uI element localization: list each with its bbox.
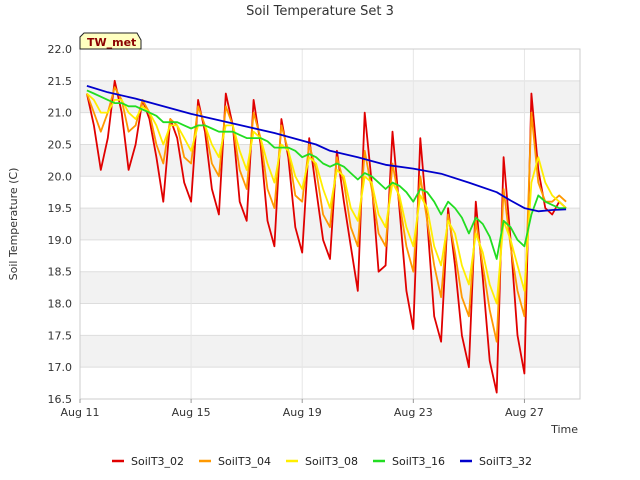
y-tick-label: 17.5 [48, 329, 73, 342]
y-axis-ticks: 16.5 17.0 17.5 18.0 18.5 19.0 19.5 20.0 20.5 21.0… [48, 43, 73, 406]
legend-label-soilt3_08: SoilT3_08 [305, 455, 358, 468]
x-axis-label: Time [550, 423, 578, 436]
y-tick-label: 19.5 [48, 202, 73, 215]
series-line-soilt3_32 [86, 85, 567, 213]
series-lines [86, 79, 567, 394]
y-axis-label: Soil Temperature (C) [7, 168, 20, 281]
y-tick-label: 18.5 [48, 266, 73, 279]
legend-label-soilt3_16: SoilT3_16 [392, 455, 445, 468]
y-tick-label: 19.0 [48, 234, 73, 247]
x-tick-label: Aug 15 [172, 406, 211, 419]
x-tick-label: Aug 11 [61, 406, 100, 419]
plot-band [80, 80, 580, 113]
series-line-soilt3_16 [86, 89, 567, 260]
plot-band [80, 271, 580, 304]
site-badge-label: TW_met [87, 36, 136, 49]
legend-label-soilt3_02: SoilT3_02 [131, 455, 184, 468]
x-tick-label: Aug 23 [394, 406, 433, 419]
plot-bands [80, 80, 580, 368]
y-tick-label: 21.5 [48, 75, 73, 88]
y-tick-label: 20.0 [48, 170, 73, 183]
series-line-soilt3_04 [86, 86, 567, 343]
y-tick-label: 18.0 [48, 298, 73, 311]
legend: SoilT3_02 SoilT3_04 SoilT3_08 SoilT3_16 Soil… [112, 455, 532, 468]
series-line-soilt3_08 [86, 92, 567, 305]
site-badge: TW_met [79, 32, 142, 50]
plot-frame [79, 48, 581, 400]
y-tick-label: 20.5 [48, 138, 73, 151]
site-badge-shape [79, 32, 142, 50]
y-tick-label: 16.5 [48, 393, 73, 406]
x-tick-label: Aug 19 [283, 406, 322, 419]
x-axis-ticks: Aug 11 Aug 15 Aug 19 Aug 23 Aug 27 [61, 399, 544, 419]
series-line-soilt3_02 [86, 79, 567, 394]
y-tick-label: 21.0 [48, 107, 73, 120]
y-tick-label: 22.0 [48, 43, 73, 56]
y-tick-label: 17.0 [48, 361, 73, 374]
plot-band [80, 335, 580, 368]
chart-title: Soil Temperature Set 3 [246, 4, 394, 19]
x-tick-label: Aug 27 [505, 406, 544, 419]
legend-label-soilt3_32: SoilT3_32 [479, 455, 532, 468]
legend-label-soilt3_04: SoilT3_04 [218, 455, 271, 468]
